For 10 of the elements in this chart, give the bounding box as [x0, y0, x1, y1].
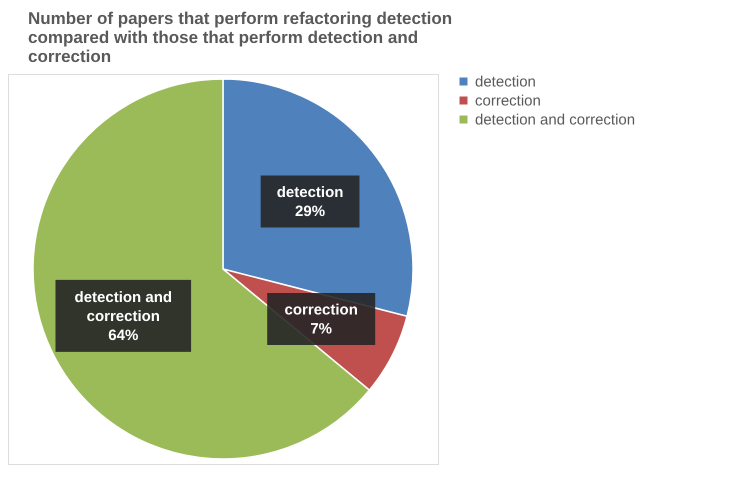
data-label: 29%	[295, 202, 326, 220]
data-label: 64%	[108, 326, 138, 344]
slice-label: detection and correction	[74, 288, 172, 325]
chart-title: Number of papers that perform refactoring detection compared with those that perform detection and correction	[28, 9, 452, 66]
legend-label: detection	[475, 74, 536, 90]
slice-label: correction	[284, 302, 358, 319]
data-label: 7%	[310, 320, 332, 338]
slice-label: detection	[276, 184, 344, 201]
legend-label: correction	[475, 92, 541, 110]
legend-label: detection and correction	[475, 112, 636, 128]
